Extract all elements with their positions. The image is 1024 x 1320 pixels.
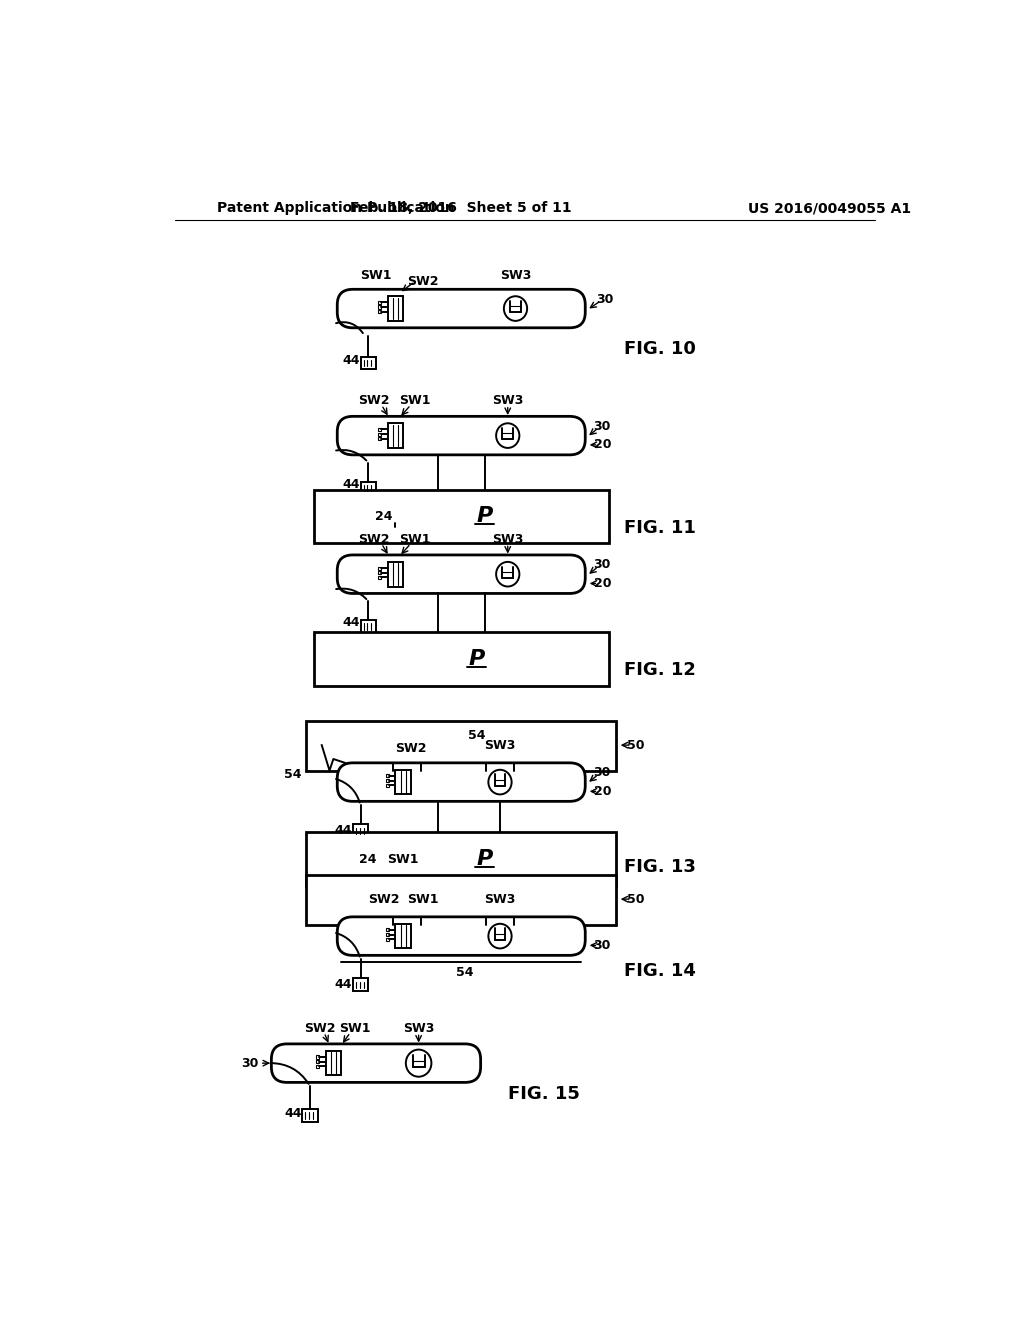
Text: SW3: SW3 bbox=[493, 533, 523, 546]
Text: SW1: SW1 bbox=[360, 269, 392, 282]
Text: 24: 24 bbox=[359, 853, 377, 866]
Bar bbox=[388, 562, 403, 586]
Bar bbox=[306, 832, 616, 886]
Text: FIG. 14: FIG. 14 bbox=[624, 962, 696, 979]
FancyBboxPatch shape bbox=[337, 917, 586, 956]
Text: SW1: SW1 bbox=[407, 892, 438, 906]
FancyBboxPatch shape bbox=[337, 763, 586, 801]
Text: 30: 30 bbox=[594, 420, 611, 433]
FancyBboxPatch shape bbox=[271, 1044, 480, 1082]
Text: SW3: SW3 bbox=[484, 739, 516, 751]
Text: 50: 50 bbox=[627, 739, 644, 751]
Text: 30: 30 bbox=[241, 1056, 258, 1069]
Bar bbox=[386, 775, 389, 777]
Bar bbox=[378, 566, 381, 570]
Bar bbox=[378, 310, 381, 313]
Bar bbox=[360, 358, 376, 370]
Text: 44: 44 bbox=[285, 1106, 302, 1119]
Bar bbox=[360, 620, 376, 632]
Bar bbox=[352, 825, 369, 837]
FancyBboxPatch shape bbox=[337, 289, 586, 327]
Bar bbox=[378, 572, 381, 574]
Text: Patent Application Publication: Patent Application Publication bbox=[217, 202, 455, 215]
Text: Feb. 18, 2016  Sheet 5 of 11: Feb. 18, 2016 Sheet 5 of 11 bbox=[350, 202, 572, 215]
Text: SW3: SW3 bbox=[493, 395, 523, 408]
FancyBboxPatch shape bbox=[337, 554, 586, 594]
Text: P: P bbox=[476, 507, 493, 527]
Text: 30: 30 bbox=[596, 293, 613, 306]
Bar bbox=[306, 721, 616, 771]
Bar bbox=[326, 1051, 341, 1076]
Text: SW1: SW1 bbox=[339, 1022, 371, 1035]
Text: SW3: SW3 bbox=[402, 1022, 434, 1035]
Bar bbox=[388, 296, 403, 321]
Text: 54: 54 bbox=[468, 730, 485, 742]
Text: SW2: SW2 bbox=[304, 1022, 335, 1035]
Bar bbox=[360, 482, 376, 494]
Text: FIG. 15: FIG. 15 bbox=[508, 1085, 580, 1104]
Text: SW3: SW3 bbox=[484, 892, 516, 906]
Bar bbox=[386, 779, 389, 781]
Text: SW2: SW2 bbox=[358, 533, 389, 546]
Bar bbox=[314, 490, 608, 544]
Text: 24: 24 bbox=[375, 510, 392, 523]
Text: SW1: SW1 bbox=[399, 533, 430, 546]
Bar bbox=[386, 784, 389, 787]
Bar bbox=[378, 437, 381, 441]
Text: 44: 44 bbox=[342, 616, 360, 630]
Text: 30: 30 bbox=[594, 767, 611, 779]
Bar bbox=[386, 937, 389, 941]
Bar bbox=[378, 576, 381, 578]
Bar bbox=[316, 1056, 319, 1059]
Text: 20: 20 bbox=[594, 438, 611, 451]
Bar bbox=[386, 933, 389, 936]
Text: 54: 54 bbox=[457, 966, 474, 979]
Bar bbox=[378, 301, 381, 304]
Bar bbox=[378, 433, 381, 436]
Text: SW3: SW3 bbox=[500, 269, 531, 282]
Bar bbox=[306, 874, 616, 924]
Text: 44: 44 bbox=[335, 824, 352, 837]
Bar bbox=[378, 428, 381, 432]
Bar bbox=[352, 978, 369, 991]
Bar bbox=[378, 305, 381, 309]
Text: SW2: SW2 bbox=[407, 275, 438, 288]
Text: P: P bbox=[469, 649, 485, 669]
Text: 44: 44 bbox=[342, 478, 360, 491]
Text: FIG. 12: FIG. 12 bbox=[624, 661, 696, 680]
Text: 44: 44 bbox=[342, 354, 360, 367]
Text: FIG. 10: FIG. 10 bbox=[624, 341, 696, 358]
Text: 30: 30 bbox=[594, 558, 611, 572]
Bar bbox=[395, 770, 411, 795]
Text: 30: 30 bbox=[594, 939, 611, 952]
Text: FIG. 11: FIG. 11 bbox=[624, 519, 696, 537]
Text: 20: 20 bbox=[594, 785, 611, 797]
FancyBboxPatch shape bbox=[337, 416, 586, 455]
Bar bbox=[395, 924, 411, 948]
Text: SW2: SW2 bbox=[368, 892, 399, 906]
Bar bbox=[388, 424, 403, 447]
Text: SW1: SW1 bbox=[399, 395, 430, 408]
Text: 44: 44 bbox=[335, 978, 352, 991]
Text: FIG. 13: FIG. 13 bbox=[624, 858, 696, 875]
Text: SW2: SW2 bbox=[395, 742, 427, 755]
Bar bbox=[314, 632, 608, 686]
Text: US 2016/0049055 A1: US 2016/0049055 A1 bbox=[748, 202, 911, 215]
Bar bbox=[302, 1109, 317, 1122]
Text: 20: 20 bbox=[594, 577, 611, 590]
Bar bbox=[316, 1060, 319, 1063]
Text: 54: 54 bbox=[284, 768, 301, 781]
Text: 50: 50 bbox=[627, 892, 644, 906]
Text: SW2: SW2 bbox=[358, 395, 389, 408]
Text: SW1: SW1 bbox=[387, 853, 419, 866]
Bar bbox=[386, 928, 389, 932]
Bar bbox=[316, 1065, 319, 1068]
Text: P: P bbox=[476, 849, 493, 869]
